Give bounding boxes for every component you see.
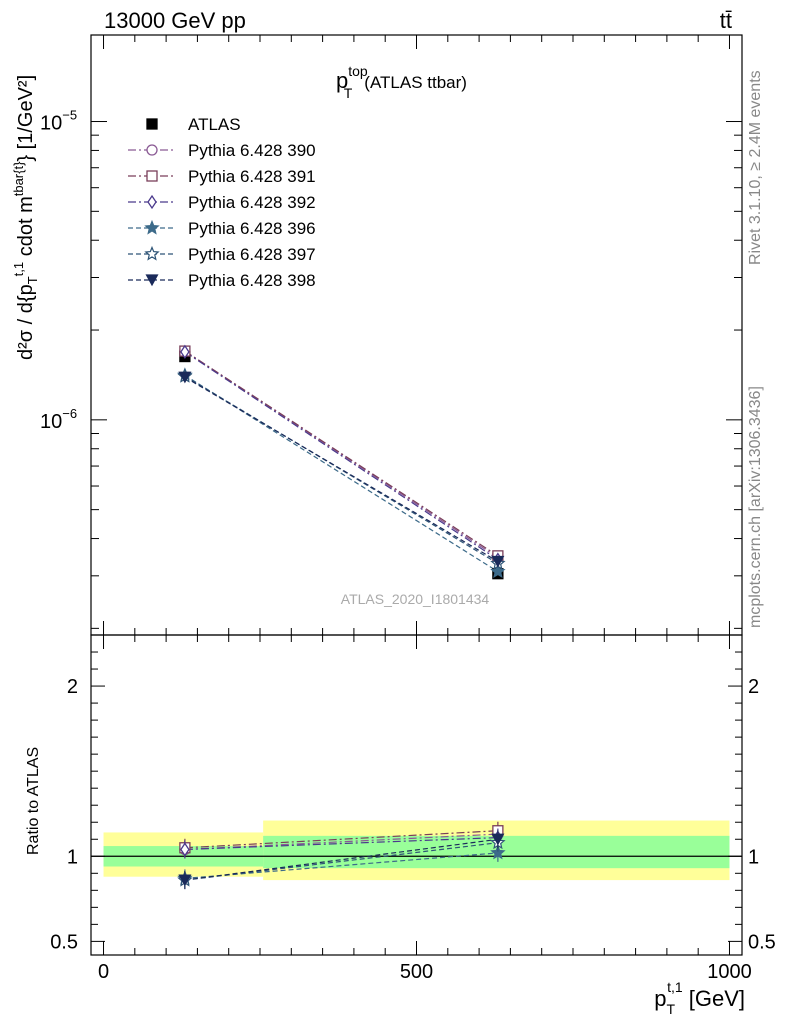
ratio-marker — [490, 844, 506, 860]
ratio-y-tick-label: 1 — [67, 846, 78, 868]
ratio-marker — [178, 874, 192, 887]
plot-title: ptop T(ATLAS ttbar) — [336, 63, 467, 101]
ratio-y-tick-label: 0.5 — [50, 931, 78, 953]
ratio-y-tick-label-right: 2 — [748, 676, 759, 698]
series-line — [184, 350, 499, 557]
legend-marker — [146, 118, 158, 130]
ratio-marker — [180, 842, 190, 857]
series-line — [184, 351, 499, 561]
legend-marker — [144, 219, 160, 235]
x-tick-label: 0 — [98, 961, 109, 983]
ratio-panel-frame — [90, 634, 743, 956]
legend: ATLAS Pythia 6.428 390 Pythia 6.428 391 Pyt… — [128, 115, 316, 290]
energy-label: 13000 GeV pp — [104, 8, 246, 33]
series-line — [184, 375, 499, 565]
main-panel-ticks: 10−5 10−6 — [40, 35, 742, 635]
series-marker — [178, 371, 192, 384]
series-marker — [490, 563, 506, 579]
series-marker — [491, 555, 505, 568]
analysis-label: ATLAS_2020_I1801434 — [341, 591, 490, 607]
legend-marker — [144, 245, 160, 261]
series-line — [184, 376, 499, 563]
ratio-panel: 0.5 0.5 1 1 2 2 Ratio to ATLAS — [25, 634, 776, 956]
series-line — [184, 350, 499, 559]
legend-label: Pythia 6.428 390 — [188, 141, 316, 160]
ratio-y-axis-label: Ratio to ATLAS — [25, 747, 42, 855]
legend-marker — [146, 170, 158, 182]
legend-label: Pythia 6.428 391 — [188, 167, 316, 186]
ratio-y-tick-label-right: 1 — [748, 846, 759, 868]
legend-label: Pythia 6.428 397 — [188, 245, 316, 264]
x-tick-label: 500 — [400, 961, 433, 983]
main-panel: 10−5 10−6 ptop T(ATLAS ttbar) ATLAS_2020_I… — [11, 34, 743, 636]
source-label: mcplots.cern.ch [arXiv:1306.3436] — [747, 386, 764, 628]
legend-label: ATLAS — [188, 115, 241, 134]
ratio-series-line — [184, 838, 498, 881]
ratio-series-line — [184, 830, 498, 849]
process-label: tt̄ — [720, 8, 732, 33]
x-axis-label: pTt,1 [GeV] — [654, 979, 745, 1017]
y-tick-label: 10−6 — [40, 406, 77, 433]
main-y-axis-label: d²σ / d{pTt,1 cdot mtbar{t}} [1/GeV²] — [11, 75, 40, 360]
ratio-panel-series — [177, 821, 506, 890]
legend-label: Pythia 6.428 392 — [188, 193, 316, 212]
legend-marker — [145, 274, 159, 287]
rivet-version-label: Rivet 3.1.10, ≥ 2.4M events — [747, 70, 764, 265]
x-tick-labels: 0 500 1000 — [98, 961, 752, 983]
legend-label: Pythia 6.428 398 — [188, 271, 316, 290]
ratio-series-line — [184, 837, 498, 851]
ratio-y-tick-label-right: 0.5 — [748, 931, 776, 953]
legend-marker — [146, 144, 158, 156]
ratio-y-tick-label: 2 — [67, 676, 78, 698]
legend-marker — [147, 194, 157, 210]
y-tick-label: 10−5 — [40, 108, 77, 135]
x-tick-label: 1000 — [707, 961, 752, 983]
legend-label: Pythia 6.428 396 — [188, 219, 316, 238]
ratio-panel-ticks: 0.5 0.5 1 1 2 2 — [50, 635, 776, 955]
ratio-marker — [491, 833, 505, 846]
series-line — [184, 374, 499, 573]
series-marker — [180, 344, 190, 360]
main-panel-series — [177, 344, 506, 580]
